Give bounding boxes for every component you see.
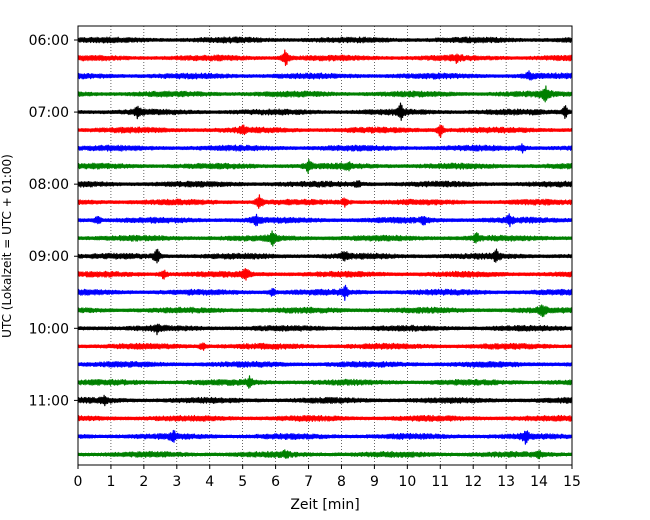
y-axis-ticks: 06:00 07:00 08:00 09:00 10:00 11:00 <box>29 33 78 409</box>
plot-frame <box>77 25 573 466</box>
x-tick-label-8: 8 <box>337 474 346 490</box>
x-tick-label-13: 13 <box>497 474 515 490</box>
x-tick-label-5: 5 <box>238 474 247 490</box>
y-tick-label-07:00: 07:00 <box>29 105 69 121</box>
x-tick-label-4: 4 <box>205 474 214 490</box>
x-tick-label-1: 1 <box>106 474 115 490</box>
x-axis-ticks: 0 1 2 3 4 5 6 7 8 9 10 11 12 13 14 15 <box>74 465 581 490</box>
y-tick-label-11:00: 11:00 <box>29 393 69 409</box>
x-tick-label-15: 15 <box>563 474 581 490</box>
y-tick-label-10:00: 10:00 <box>29 321 69 337</box>
x-tick-label-14: 14 <box>530 474 548 490</box>
x-tick-label-12: 12 <box>464 474 482 490</box>
y-axis-label: UTC (Lokalzeit = UTC + 01:00) <box>0 154 14 338</box>
x-tick-label-10: 10 <box>398 474 416 490</box>
grid-lines <box>110 26 540 465</box>
seismogram-traces <box>77 36 573 460</box>
y-tick-label-08:00: 08:00 <box>29 177 69 193</box>
x-tick-label-9: 9 <box>370 474 379 490</box>
y-tick-label-06:00: 06:00 <box>29 33 69 49</box>
x-tick-label-11: 11 <box>431 474 449 490</box>
x-tick-label-6: 6 <box>271 474 280 490</box>
y-tick-label-09:00: 09:00 <box>29 249 69 265</box>
x-axis-label: Zeit [min] <box>290 497 359 513</box>
x-tick-label-7: 7 <box>304 474 313 490</box>
x-tick-label-3: 3 <box>172 474 181 490</box>
x-tick-label-0: 0 <box>74 474 83 490</box>
x-tick-label-2: 2 <box>139 474 148 490</box>
